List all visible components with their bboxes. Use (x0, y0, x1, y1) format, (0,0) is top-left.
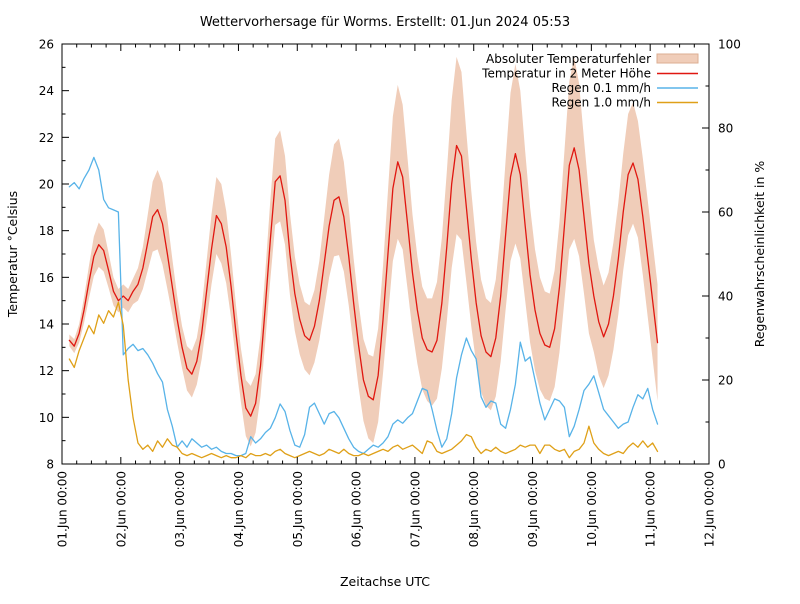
x-tick-label: 05.Jun 00:00 (291, 471, 305, 547)
x-tick-label: 12.Jun 00:00 (703, 471, 717, 547)
y-left-tick-label: 16 (39, 271, 54, 285)
tick-labels: 8 10 12 14 16 18 20 22 24 26 0 20 40 60 80 100 01.Jun 00… (39, 38, 741, 548)
legend-label: Regen 1.0 mm/h (551, 96, 651, 110)
y-left-tick-label: 22 (39, 131, 54, 145)
y-left-axis-label: Temperatur °Celsius (5, 191, 20, 318)
series-regen-10 (68, 301, 659, 459)
y-left-tick-label: 24 (39, 84, 54, 98)
y-left-tick-label: 10 (39, 411, 54, 425)
legend-label: Temperatur in 2 Meter Höhe (481, 67, 651, 81)
y-right-axis-label: Regenwahrscheinlichkeit in % (752, 161, 767, 348)
plot-area: 8 10 12 14 16 18 20 22 24 26 0 20 40 60 80 100 01.Jun 00… (39, 38, 741, 548)
y-right-tick-label: 0 (718, 458, 726, 472)
x-tick-label: 07.Jun 00:00 (408, 471, 422, 547)
y-right-tick-label: 60 (718, 206, 733, 220)
series-temperatur-layer (68, 144, 659, 417)
y-right-tick-label: 20 (718, 374, 733, 388)
y-right-tick-label: 40 (718, 290, 733, 304)
x-tick-label: 02.Jun 00:00 (114, 471, 128, 547)
x-axis-label: Zeitachse UTC (340, 574, 430, 589)
x-tick-label: 10.Jun 00:00 (585, 471, 599, 547)
legend-label: Regen 0.1 mm/h (551, 81, 651, 95)
band-layer (69, 56, 658, 447)
y-left-tick-label: 8 (46, 458, 54, 472)
axis-ticks (61, 43, 710, 465)
x-tick-label: 09.Jun 00:00 (526, 471, 540, 547)
legend-label: Absoluter Temperaturfehler (486, 52, 651, 66)
y-left-tick-label: 18 (39, 224, 54, 238)
chart-title: Wettervorhersage für Worms. Erstellt: 01… (200, 15, 570, 30)
x-tick-label: 01.Jun 00:00 (56, 471, 70, 547)
series-regen-10-layer (68, 301, 659, 459)
y-left-tick-label: 14 (39, 318, 54, 332)
y-left-tick-label: 20 (39, 178, 54, 192)
x-tick-label: 08.Jun 00:00 (467, 471, 481, 547)
y-right-tick-label: 80 (718, 122, 733, 136)
x-tick-label: 11.Jun 00:00 (644, 471, 658, 547)
legend-swatch-band (656, 53, 699, 64)
y-left-tick-label: 12 (39, 364, 54, 378)
x-tick-label: 03.Jun 00:00 (173, 471, 187, 547)
y-left-tick-label: 26 (39, 38, 54, 52)
y-right-tick-label: 100 (718, 38, 741, 52)
series-temperatur (68, 144, 659, 417)
x-tick-label: 04.Jun 00:00 (232, 471, 246, 547)
series-band-temperaturfehler (69, 56, 658, 447)
x-tick-label: 06.Jun 00:00 (350, 471, 364, 547)
